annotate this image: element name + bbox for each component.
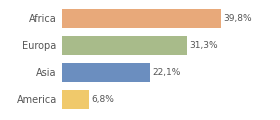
Text: 6,8%: 6,8%	[91, 95, 114, 104]
Text: 31,3%: 31,3%	[189, 41, 218, 50]
Text: 39,8%: 39,8%	[223, 14, 252, 23]
Bar	[62, 90, 89, 109]
Bar	[62, 36, 187, 55]
Bar	[62, 9, 221, 28]
Text: 22,1%: 22,1%	[152, 68, 181, 77]
Bar	[62, 63, 150, 82]
